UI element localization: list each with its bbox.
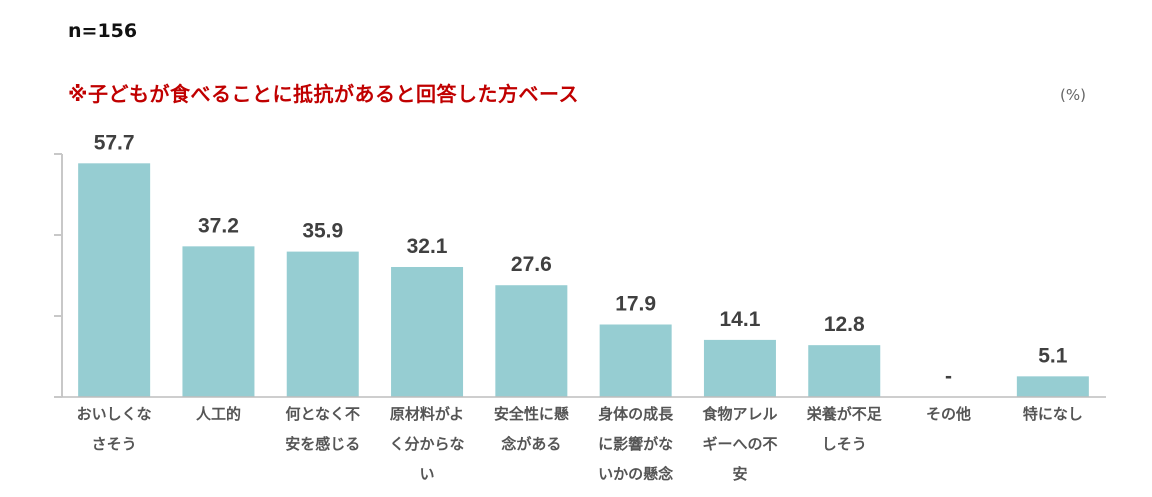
data-label: 27.6 — [511, 253, 552, 276]
x-tick-label: 身体の成長 — [598, 405, 674, 423]
x-tick-label: おいしくな — [77, 405, 152, 423]
bar — [78, 163, 151, 397]
x-tick-label: に影響がな — [598, 435, 673, 453]
bar — [391, 266, 464, 397]
data-label: 5.1 — [1038, 344, 1068, 367]
data-label: 12.8 — [824, 313, 865, 336]
x-tick-label: 安 — [732, 465, 747, 483]
bar — [1016, 376, 1089, 397]
x-tick-label: 安を感じる — [285, 435, 360, 453]
bar — [182, 246, 255, 397]
x-tick-label: 何となく不 — [285, 405, 360, 423]
x-tick-label: く分からな — [390, 435, 465, 453]
bar — [703, 339, 776, 397]
data-label: 17.9 — [615, 293, 656, 316]
data-label: 35.9 — [302, 220, 343, 243]
x-tick-label: 安全性に懸 — [494, 405, 569, 423]
x-tick-label: いかの懸念 — [598, 465, 673, 483]
x-tick-label: 人工的 — [196, 405, 241, 423]
x-tick-label: ギーへの不 — [702, 435, 777, 453]
data-label: 37.2 — [198, 214, 239, 237]
data-label: 57.7 — [94, 131, 135, 154]
x-tick-label: しそう — [822, 435, 867, 453]
base-note: ※子どもが食べることに抵抗があると回答した方ベース — [68, 82, 579, 106]
x-tick-label: 食物アレル — [702, 405, 777, 423]
bar — [495, 285, 568, 397]
x-tick-label: 特になし — [1023, 405, 1083, 423]
x-tick-label: い — [420, 465, 435, 483]
data-label: - — [945, 365, 952, 388]
data-label: 14.1 — [720, 308, 761, 331]
x-tick-label: 念がある — [500, 435, 561, 453]
x-tick-label: その他 — [926, 405, 971, 423]
data-label: 32.1 — [407, 235, 448, 258]
x-tick-label: さそう — [92, 435, 137, 453]
unit-label: (%) — [1060, 86, 1086, 104]
bar — [599, 324, 672, 397]
bar — [286, 251, 359, 397]
x-tick-label: 原材料がよ — [390, 405, 464, 423]
x-tick-label: 栄養が不足 — [806, 405, 883, 423]
bar — [808, 345, 881, 397]
sample-size: n=156 — [68, 20, 138, 42]
